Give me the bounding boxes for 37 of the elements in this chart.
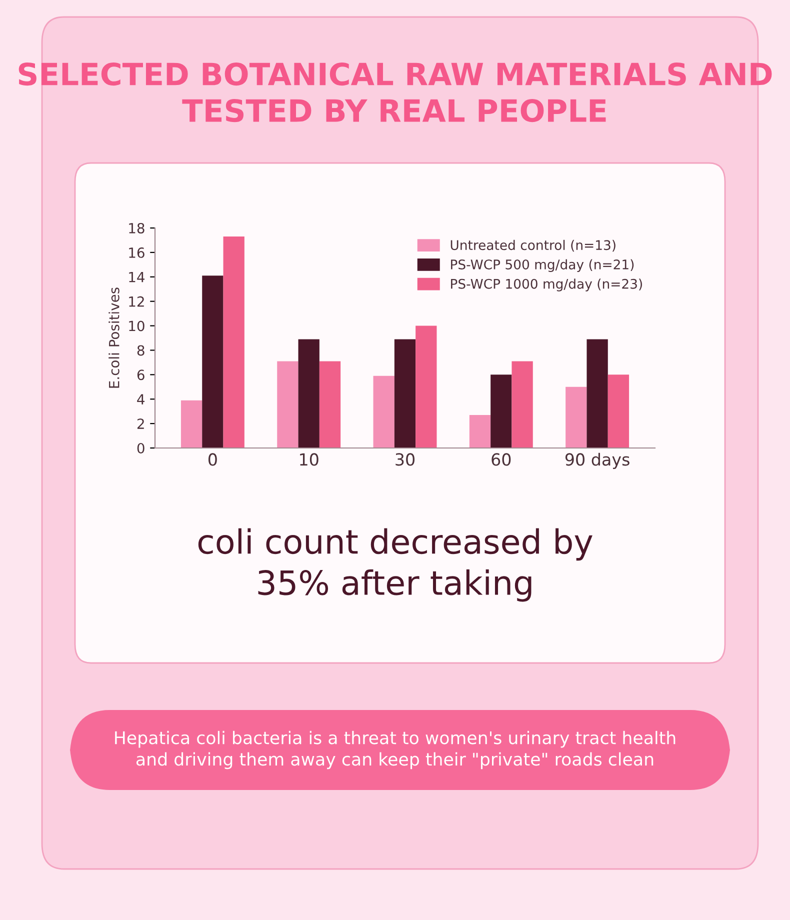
y-tick-label: 12: [129, 296, 144, 307]
text: Hepatica coli bacteria is a threat to women's urinary tract health and driving them away can keep their "private" roads clean: [115, 730, 676, 770]
bar: [586, 339, 608, 448]
bar: [566, 386, 587, 448]
bar: [416, 326, 437, 448]
y-tick-label: 0: [137, 442, 144, 454]
x-tick-label: 30: [396, 453, 414, 466]
bar: [319, 361, 341, 448]
y-tick-label: 8: [137, 345, 144, 356]
bar: [512, 361, 533, 448]
bar: [490, 374, 512, 448]
bar: [202, 276, 224, 448]
text: coli count decreased by 35% after taking: [198, 528, 592, 602]
x-tick-label: 0: [208, 453, 217, 466]
x-tick-label: 90 days: [565, 452, 630, 469]
y-tick-label: 10: [129, 320, 144, 332]
bar: [373, 376, 394, 448]
chart-title: SELECTED BOTANICAL RAW MATERIALS AND TESTED BY REAL PEOPLE: [18, 62, 772, 122]
bar: [223, 236, 244, 448]
y-tick-label: 14: [129, 272, 144, 282]
y-tick-label: 16: [129, 247, 144, 258]
x-tick-label: 60: [492, 453, 511, 466]
legend-label: PS-WCP 1000 mg/day (n=23): [451, 278, 642, 292]
bar: [469, 415, 491, 448]
y-axis-title: E.coli Positives: [108, 288, 120, 388]
y-tick-label: 2: [137, 418, 144, 429]
bar: [277, 361, 298, 448]
x-tick-label: 10: [300, 453, 318, 466]
bar: [394, 339, 416, 448]
bar: [180, 400, 202, 448]
legend-label: Untreated control (n=13): [450, 240, 616, 252]
legend-label: PS-WCP 500 mg/day (n=21): [451, 259, 634, 272]
bar: [298, 339, 320, 448]
y-tick-label: 6: [137, 370, 144, 380]
bar: [608, 374, 630, 448]
y-tick-label: 4: [137, 394, 144, 404]
y-tick-label: 18: [129, 222, 144, 234]
